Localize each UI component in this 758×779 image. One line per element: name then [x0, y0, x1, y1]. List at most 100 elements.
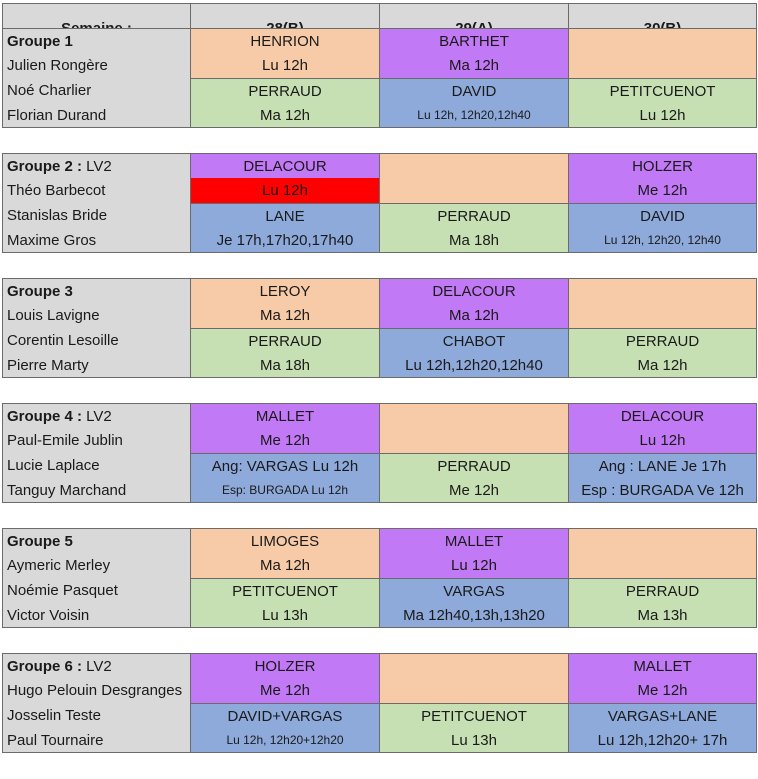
group-block: Groupe 5 LIMOGES MALLET Aymeric Merley Ma 12… [2, 528, 757, 628]
group-block: Groupe 3 LEROY DELACOUR Louis Lavigne Ma 12h… [2, 278, 757, 378]
group-row: Florian Durand Ma 12h Lu 12h, 12h20,12h40 L… [2, 103, 757, 128]
group-spacer [2, 128, 757, 153]
colle-time: Lu 12h [190, 53, 379, 78]
group-title-text: Groupe 6 : [7, 658, 83, 675]
student-name: Paul Tournaire [2, 728, 190, 753]
colle-time: Lu 12h [568, 103, 757, 128]
colle-time: Lu 12h,12h20,12h40 [379, 353, 568, 378]
group-row: Théo Barbecot Lu 12h Me 12h [2, 178, 757, 203]
group-title-text: Groupe 5 [7, 533, 73, 550]
group-row: Pierre Marty Ma 18h Lu 12h,12h20,12h40 Ma 1… [2, 353, 757, 378]
group-spacer [2, 378, 757, 403]
colle-teacher: VARGAS [379, 578, 568, 603]
colle-time: Lu 12h,12h20+ 17h [568, 728, 757, 753]
student-name: Noé Charlier [2, 78, 190, 103]
group-spacer [2, 628, 757, 653]
group-title: Groupe 3 [2, 278, 190, 303]
colle-teacher: PETITCUENOT [568, 78, 757, 103]
colle-teacher: PERRAUD [568, 578, 757, 603]
colle-time [379, 428, 568, 453]
colle-teacher: PETITCUENOT [379, 703, 568, 728]
colle-teacher [379, 153, 568, 178]
colle-time [568, 553, 757, 578]
student-name: Théo Barbecot [2, 178, 190, 203]
colle-time: Je 17h,17h20,17h40 [190, 228, 379, 253]
colle-teacher: HOLZER [190, 653, 379, 678]
colle-time [379, 678, 568, 703]
colle-time: Esp: BURGADA Lu 12h [190, 478, 379, 503]
colle-time [568, 303, 757, 328]
colle-time: Esp : BURGADA Ve 12h [568, 478, 757, 503]
colle-teacher: HENRION [190, 28, 379, 53]
group-title-suffix: LV2 [82, 658, 112, 675]
group-row: Julien Rongère Lu 12h Ma 12h [2, 53, 757, 78]
group-title-text: Groupe 1 [7, 33, 73, 50]
colle-time: Me 12h [190, 678, 379, 703]
group-title: Groupe 6 : LV2 [2, 653, 190, 678]
colle-time: Lu 12h [379, 553, 568, 578]
student-name: Maxime Gros [2, 228, 190, 253]
timetable: Semaine : 28(B) 29(A) 30(B) Groupe 1 HENR… [2, 3, 757, 753]
student-name: Julien Rongère [2, 53, 190, 78]
colle-teacher: PETITCUENOT [190, 578, 379, 603]
colle-teacher: BARTHET [379, 28, 568, 53]
colle-teacher: LEROY [190, 278, 379, 303]
colle-teacher: DELACOUR [379, 278, 568, 303]
colle-time: Ma 18h [190, 353, 379, 378]
colle-time: Ma 12h [190, 103, 379, 128]
colle-time: Ma 12h [379, 53, 568, 78]
colle-teacher: PERRAUD [568, 328, 757, 353]
colle-teacher: DAVID [379, 78, 568, 103]
group-row: Maxime Gros Je 17h,17h20,17h40 Ma 18h Lu 12… [2, 228, 757, 253]
colle-time: Lu 12h [568, 428, 757, 453]
colle-time: Me 12h [568, 178, 757, 203]
group-title-text: Groupe 3 [7, 283, 73, 300]
group-row: Corentin Lesoille PERRAUD CHABOT PERRAUD [2, 328, 757, 353]
student-name: Aymeric Merley [2, 553, 190, 578]
group-title-suffix: LV2 [82, 408, 112, 425]
colle-teacher: MALLET [379, 528, 568, 553]
colle-teacher [379, 653, 568, 678]
colle-time: Me 12h [568, 678, 757, 703]
student-name: Tanguy Marchand [2, 478, 190, 503]
colle-teacher [568, 528, 757, 553]
group-row: Groupe 3 LEROY DELACOUR [2, 278, 757, 303]
student-name: Victor Voisin [2, 603, 190, 628]
group-spacer [2, 503, 757, 528]
group-row: Aymeric Merley Ma 12h Lu 12h [2, 553, 757, 578]
group-title: Groupe 2 : LV2 [2, 153, 190, 178]
group-block: Groupe 4 : LV2 MALLET DELACOUR Paul-Emile J… [2, 403, 757, 503]
colle-teacher: DELACOUR [190, 153, 379, 178]
group-row: Groupe 2 : LV2 DELACOUR HOLZER [2, 153, 757, 178]
colle-time: Me 12h [190, 428, 379, 453]
student-name: Josselin Teste [2, 703, 190, 728]
colle-teacher [568, 278, 757, 303]
group-title-suffix: LV2 [82, 158, 112, 175]
group-title-text: Groupe 4 : [7, 408, 83, 425]
colle-teacher: MALLET [568, 653, 757, 678]
group-row: Groupe 5 LIMOGES MALLET [2, 528, 757, 553]
colle-teacher [568, 28, 757, 53]
colle-time: Ma 12h [379, 303, 568, 328]
colle-time: Lu 12h, 12h20,12h40 [379, 103, 568, 128]
group-row: Paul Tournaire Lu 12h, 12h20+12h20 Lu 13h L… [2, 728, 757, 753]
group-row: Lucie Laplace Ang: VARGAS Lu 12h PERRAUD An… [2, 453, 757, 478]
colle-time [379, 178, 568, 203]
colle-teacher: Ang : LANE Je 17h [568, 453, 757, 478]
group-title: Groupe 4 : LV2 [2, 403, 190, 428]
colle-time [568, 53, 757, 78]
colle-teacher: MALLET [190, 403, 379, 428]
group-row: Tanguy Marchand Esp: BURGADA Lu 12h Me 12h… [2, 478, 757, 503]
student-name: Lucie Laplace [2, 453, 190, 478]
student-name: Pierre Marty [2, 353, 190, 378]
group-block: Groupe 2 : LV2 DELACOUR HOLZER Théo Barbeco… [2, 153, 757, 253]
colle-time: Me 12h [379, 478, 568, 503]
colle-teacher: LIMOGES [190, 528, 379, 553]
group-row: Groupe 6 : LV2 HOLZER MALLET [2, 653, 757, 678]
group-row: Noémie Pasquet PETITCUENOT VARGAS PERRAUD [2, 578, 757, 603]
group-row: Noé Charlier PERRAUD DAVID PETITCUENOT [2, 78, 757, 103]
group-row: Groupe 1 HENRION BARTHET [2, 28, 757, 53]
group-title: Groupe 5 [2, 528, 190, 553]
group-row: Louis Lavigne Ma 12h Ma 12h [2, 303, 757, 328]
colle-time: Ma 12h [190, 303, 379, 328]
